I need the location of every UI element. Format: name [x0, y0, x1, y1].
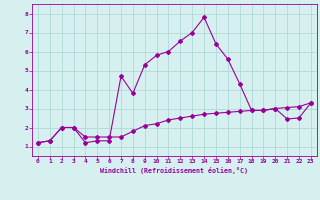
X-axis label: Windchill (Refroidissement éolien,°C): Windchill (Refroidissement éolien,°C): [100, 167, 248, 174]
